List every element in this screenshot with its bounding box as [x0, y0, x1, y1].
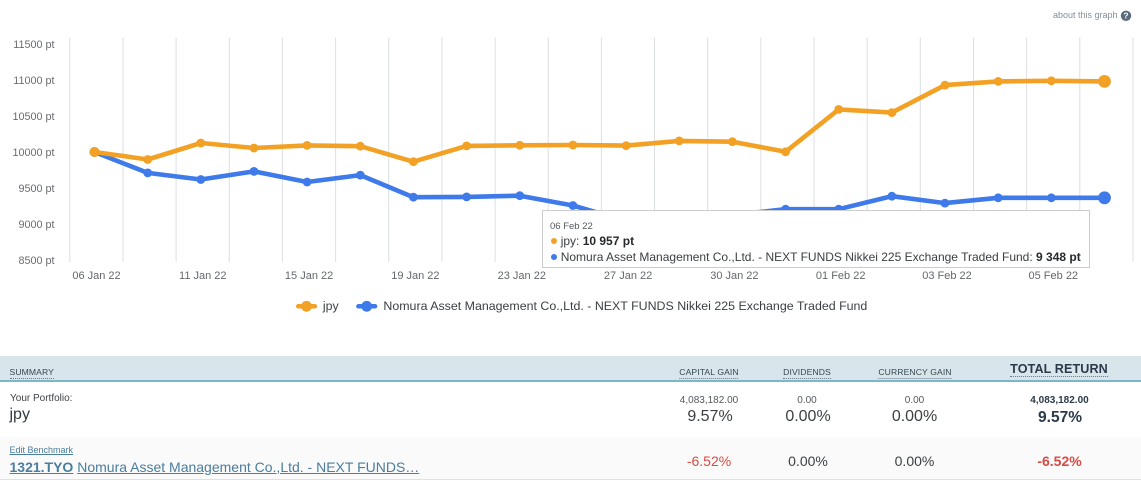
svg-text:?: ?	[1123, 11, 1128, 21]
